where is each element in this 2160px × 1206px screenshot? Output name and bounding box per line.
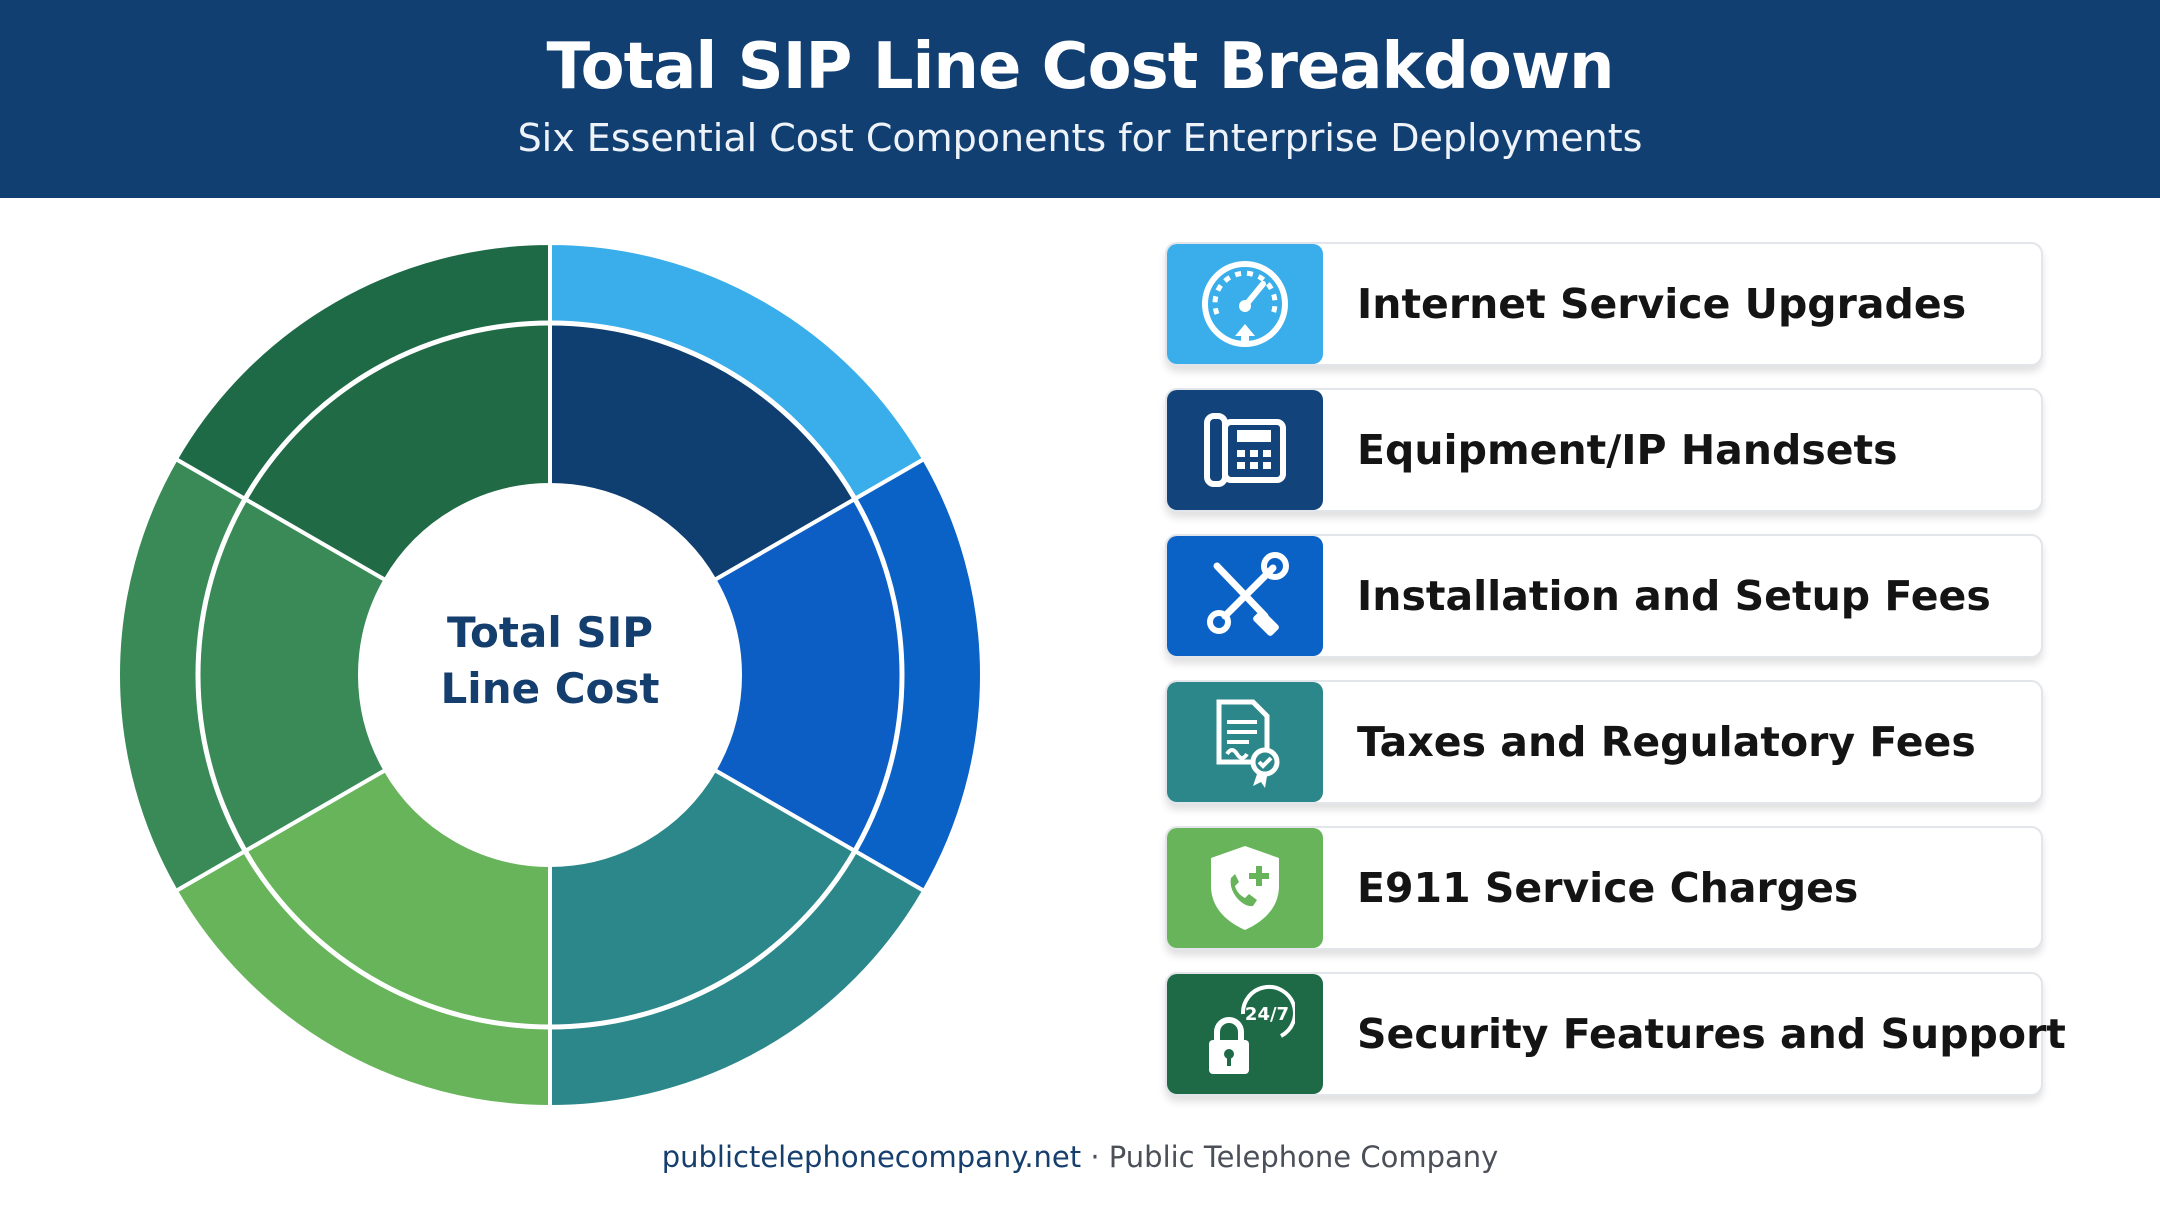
page-subtitle: Six Essential Cost Components for Enterp… xyxy=(517,116,1643,160)
footer-separator: · xyxy=(1081,1140,1109,1174)
header-banner: Total SIP Line Cost Breakdown Six Essent… xyxy=(0,0,2160,198)
card-equipment-ip-handsets: Equipment/IP Handsets xyxy=(1165,388,2043,512)
cost-components-list: Internet Service Upgrades Equipment/IP H… xyxy=(1165,242,2066,1118)
card-icon-box xyxy=(1167,536,1323,656)
footer: publictelephonecompany.net · Public Tele… xyxy=(0,1140,2160,1174)
card-e911-service-charges: E911 Service Charges xyxy=(1165,826,2043,950)
page-title: Total SIP Line Cost Breakdown xyxy=(546,30,1614,104)
support-badge: 24/7 xyxy=(1245,1004,1289,1025)
card-label: Security Features and Support xyxy=(1357,1010,2066,1058)
donut-chart-svg xyxy=(116,240,984,1110)
card-icon-box xyxy=(1167,828,1323,948)
donut-center-label: Total SIP Line Cost xyxy=(440,608,660,713)
speedometer-icon xyxy=(1202,261,1288,347)
footer-website-link[interactable]: publictelephonecompany.net xyxy=(661,1140,1082,1174)
donut-center-hole xyxy=(360,485,740,865)
card-label: Equipment/IP Handsets xyxy=(1357,426,1898,474)
donut-chart: Total SIP Line Cost xyxy=(110,235,990,1115)
card-installation-setup-fees: Installation and Setup Fees xyxy=(1165,534,2043,658)
donut-ring-divider xyxy=(195,320,905,1030)
card-label: E911 Service Charges xyxy=(1357,864,1859,912)
card-label: Installation and Setup Fees xyxy=(1357,572,1991,620)
card-label: Internet Service Upgrades xyxy=(1357,280,1967,328)
card-taxes-regulatory-fees: Taxes and Regulatory Fees xyxy=(1165,680,2043,804)
certificate-document-icon xyxy=(1216,699,1280,788)
tools-icon xyxy=(1207,552,1289,636)
ip-phone-icon xyxy=(1204,413,1286,487)
card-security-features-support: 24/7 Security Features and Support xyxy=(1165,972,2066,1096)
card-icon-box xyxy=(1167,682,1323,802)
shield-phone-icon xyxy=(1211,846,1279,930)
card-icon-box xyxy=(1167,390,1323,510)
footer-company: Public Telephone Company xyxy=(1108,1140,1499,1174)
card-icon-box: 24/7 xyxy=(1167,974,1323,1094)
card-icon-box xyxy=(1167,244,1323,364)
lock-support-icon: 24/7 xyxy=(1209,984,1295,1074)
card-label: Taxes and Regulatory Fees xyxy=(1357,718,1976,766)
card-internet-service-upgrades: Internet Service Upgrades xyxy=(1165,242,2043,366)
